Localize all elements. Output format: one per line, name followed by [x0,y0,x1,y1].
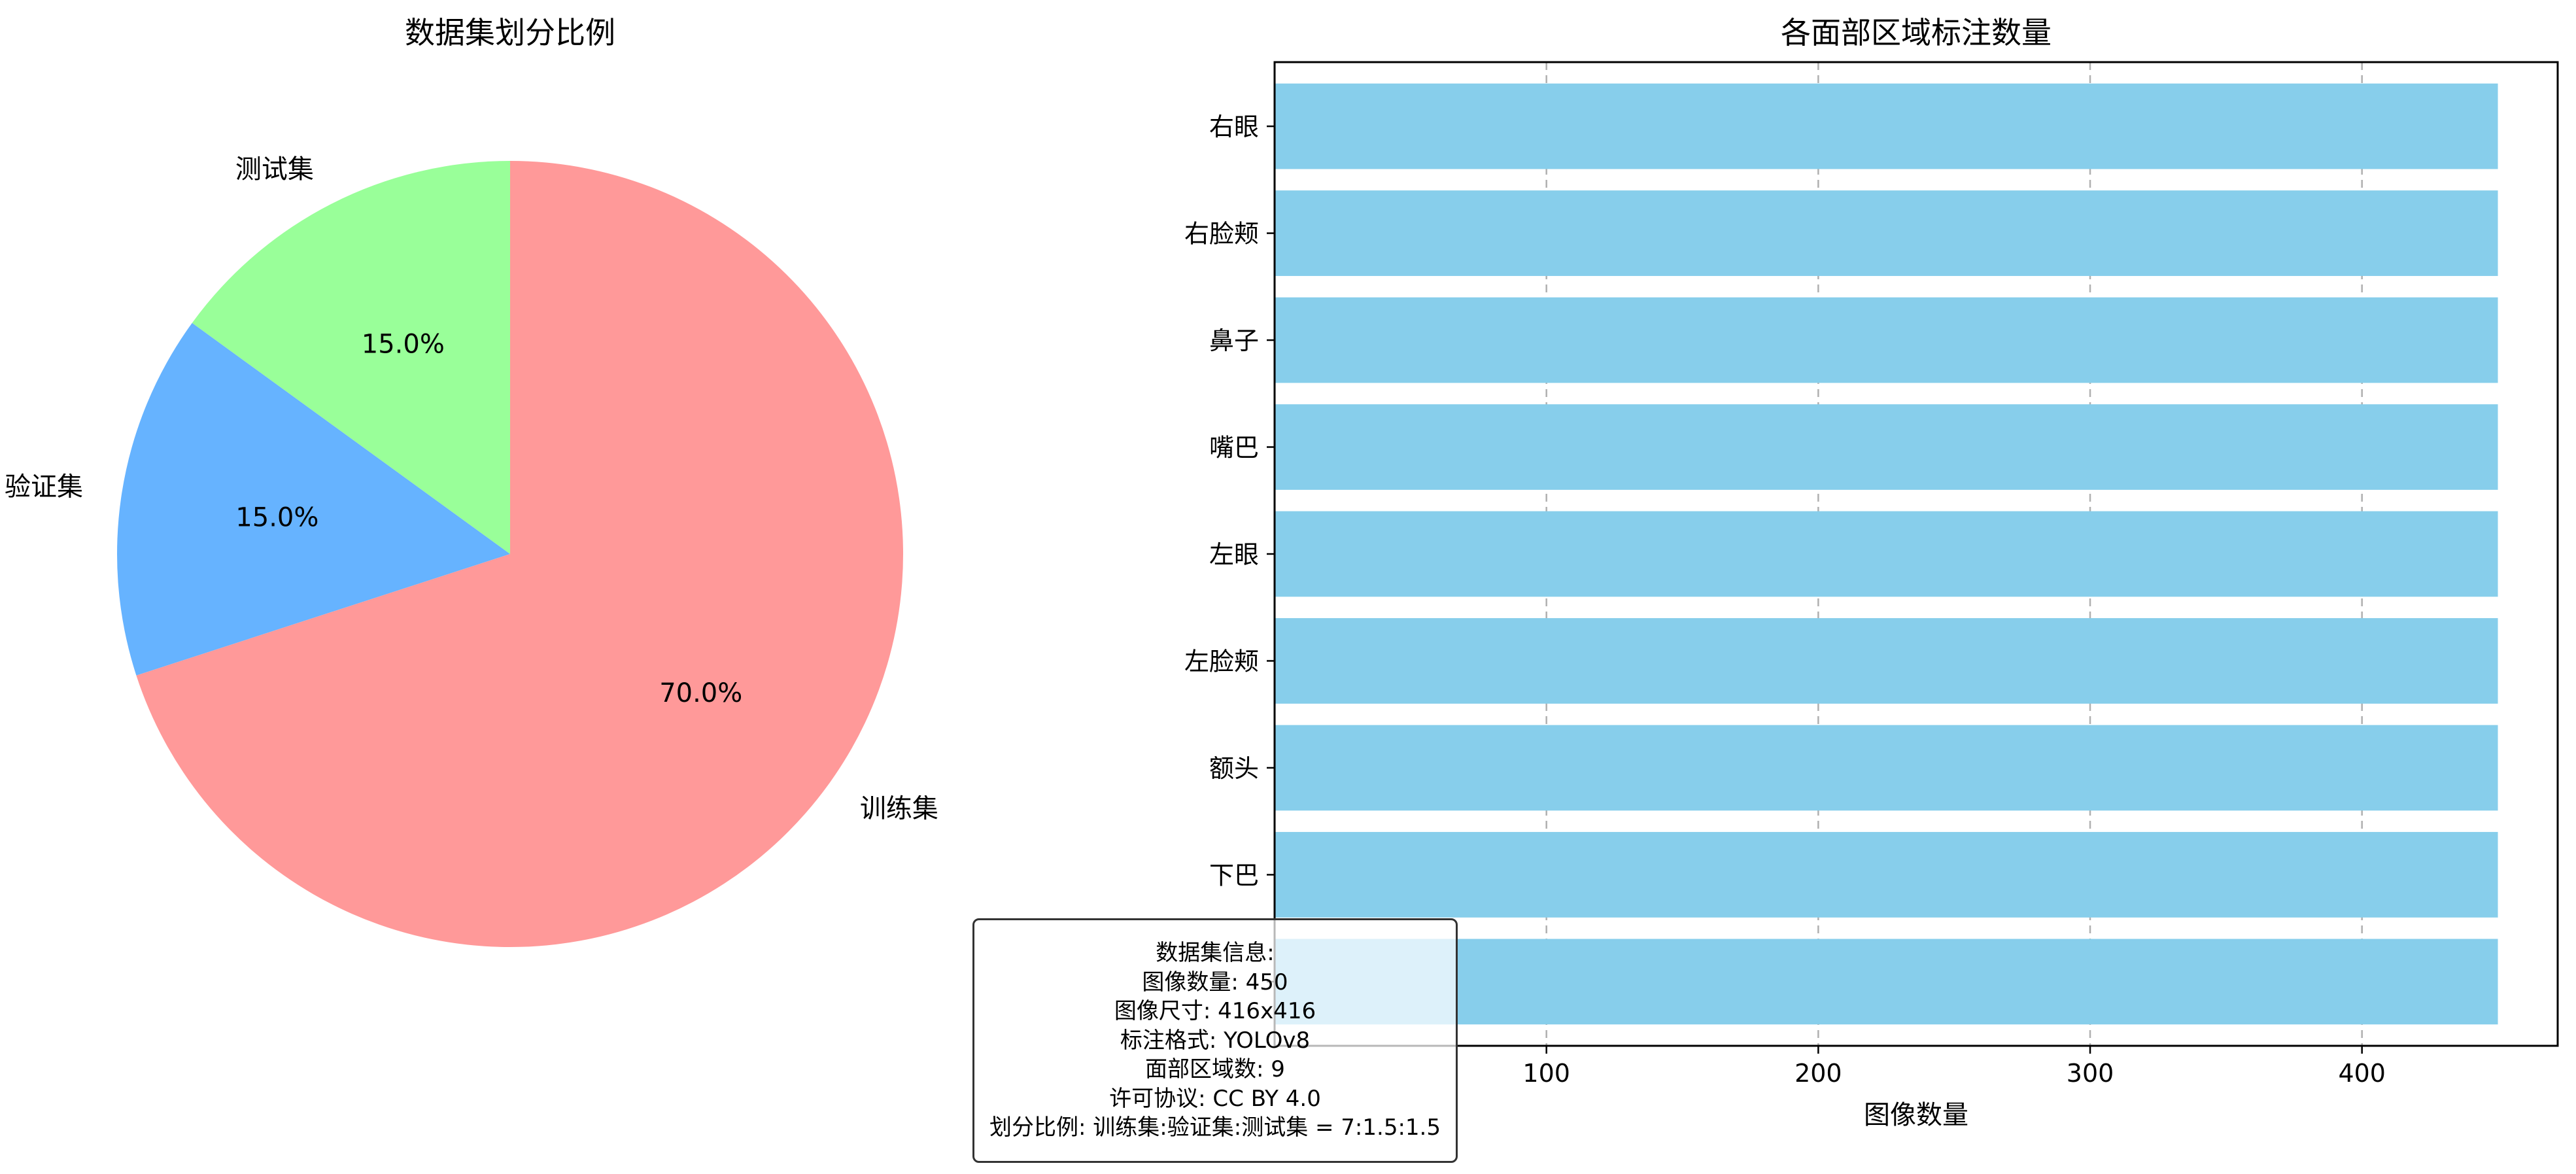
x-tick-label: 200 [1795,1059,1842,1088]
y-tick-label: 右眼 [1209,112,1259,141]
y-tick-label: 嘴巴 [1209,434,1259,462]
y-tick-label: 下巴 [1209,861,1259,889]
bar [1275,511,2498,597]
info-line: 图像尺寸: 416x416 [1114,998,1316,1025]
y-tick-label: 右脸颊 [1184,220,1259,249]
info-line: 划分比例: 训练集:验证集:测试集 = 7:1.5:1.5 [989,1114,1441,1141]
info-line: 标注格式: YOLOv8 [1120,1027,1311,1054]
y-tick-label: 左脸颊 [1184,647,1259,676]
bar [1275,404,2498,490]
bar [1275,618,2498,704]
pie-percentage-label: 70.0% [659,678,742,708]
bar-title: 各面部区域标注数量 [1781,15,2052,50]
pie-percentage-label: 15.0% [362,330,445,360]
pie-slice-label: 验证集 [5,472,83,502]
y-tick-label: 左眼 [1209,540,1259,569]
bar-bars [1275,83,2498,1025]
bar [1275,939,2498,1025]
dataset-info-box: 数据集信息: 图像数量: 450 图像尺寸: 416x416 标注格式: YOLOv8… [972,918,1458,1163]
pie-slice [192,161,510,554]
pie-chart: 数据集划分比例 70.0% 训练集 15.0% 验证集 15.0% 测试集 [5,15,938,947]
info-line: 图像数量: 450 [1142,969,1288,995]
info-line: 面部区域数: 9 [1145,1056,1285,1083]
x-tick-label: 400 [2338,1059,2386,1088]
pie-labels: 70.0% 训练集 15.0% 验证集 15.0% 测试集 [5,154,938,824]
pie-title: 数据集划分比例 [405,15,615,50]
x-tick-label: 100 [1522,1059,1570,1088]
y-tick-label: 额头 [1209,754,1259,783]
pie-slice-label: 测试集 [235,154,314,184]
bar-x-axis-label: 图像数量 [1864,1100,1968,1130]
bar [1275,725,2498,811]
bar [1275,83,2498,169]
y-tick-label: 鼻子 [1209,326,1259,355]
x-tick-label: 300 [2067,1059,2114,1088]
pie-slice [117,322,511,676]
pie-slice [136,161,903,947]
bar [1275,832,2498,918]
pie-slice-label: 训练集 [860,794,938,824]
bar-x-ticks: 100 200 300 400 [1522,1046,2386,1088]
info-line: 许可协议: CC BY 4.0 [1109,1085,1321,1112]
bar [1275,297,2498,383]
pie-slices [117,161,903,947]
bar [1275,190,2498,276]
info-line: 数据集信息: [1156,940,1275,967]
pie-percentage-label: 15.0% [235,503,318,533]
